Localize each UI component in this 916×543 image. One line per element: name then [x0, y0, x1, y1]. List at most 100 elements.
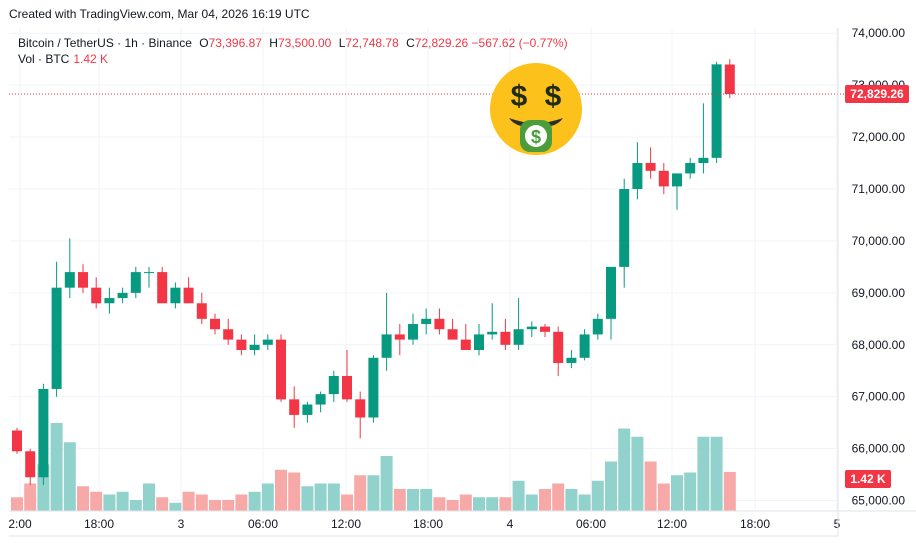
- chart-legend: Bitcoin / TetherUS · 1h · Binance O73,39…: [18, 35, 568, 67]
- candle-body: [236, 339, 247, 350]
- time-tick-label: 2:00: [8, 517, 32, 531]
- time-tick-label: 3: [178, 517, 185, 531]
- low-value: 72,748.78: [345, 36, 399, 50]
- candle-body: [315, 394, 326, 405]
- volume-bar: [235, 494, 248, 511]
- candle-body: [579, 334, 590, 358]
- volume-bar: [248, 491, 261, 511]
- volume-bar: [605, 461, 617, 511]
- volume-bar: [710, 436, 723, 511]
- candle-body: [553, 331, 564, 363]
- last-price-tag: [845, 84, 909, 103]
- price-tick-label: 72,000.00: [852, 130, 906, 144]
- volume-bar: [63, 442, 76, 511]
- candle-body: [724, 64, 735, 94]
- candles: [12, 59, 735, 486]
- candle-body: [421, 318, 432, 325]
- candle-body: [104, 298, 115, 304]
- volume-bar: [77, 486, 89, 511]
- volume-bar: [129, 500, 142, 511]
- volume-bar: [314, 483, 327, 511]
- candle-body: [262, 339, 273, 345]
- volume-bar: [143, 483, 155, 511]
- candle-body: [474, 334, 484, 350]
- candle-body: [183, 287, 194, 304]
- volume-bar: [697, 436, 710, 511]
- price-tick-label: 74,000.00: [852, 26, 906, 40]
- volume-bar: [499, 497, 512, 511]
- money-mouth-face-icon: $ $ $: [490, 63, 582, 155]
- volume-bar: [671, 475, 683, 511]
- time-tick-label: 12:00: [331, 517, 361, 531]
- candle-body: [381, 334, 392, 358]
- candle-body: [500, 331, 511, 345]
- price-tick-label: 67,000.00: [852, 390, 906, 404]
- volume-bar: [301, 486, 314, 511]
- price-tick-label: 69,000.00: [852, 286, 906, 300]
- candle-body: [223, 329, 234, 340]
- volume-bars: [11, 423, 736, 511]
- volume-bar: [446, 500, 459, 511]
- candle-body: [91, 287, 102, 304]
- candle-body: [711, 64, 722, 158]
- candle-body: [78, 272, 88, 288]
- volume-bar: [209, 500, 221, 511]
- candle-body: [526, 326, 537, 330]
- volume-bar: [169, 502, 182, 511]
- candle-body: [328, 375, 339, 395]
- volume-bar: [275, 469, 287, 511]
- time-tick-label: 18:00: [84, 517, 114, 531]
- volume-bar: [116, 491, 129, 511]
- open-label: O: [199, 36, 209, 50]
- volume-bar: [473, 497, 485, 511]
- candle-body: [51, 287, 62, 389]
- candle-body: [12, 430, 22, 452]
- candle-body: [645, 163, 656, 171]
- volume-bar: [50, 423, 63, 511]
- candle-body: [276, 339, 286, 400]
- time-tick-label: 4: [507, 517, 514, 531]
- volume-value: 1.42 K: [73, 52, 109, 66]
- time-tick-label: 5: [834, 517, 841, 531]
- volume-bar: [459, 494, 472, 511]
- volume-bar: [341, 494, 353, 511]
- candle-body: [144, 272, 154, 274]
- volume-bar: [182, 491, 195, 511]
- candle-body: [368, 357, 379, 418]
- candle-body: [672, 173, 682, 187]
- candle-body: [434, 318, 445, 330]
- candle-body: [289, 399, 300, 415]
- volume-bar: [644, 461, 657, 511]
- time-tick-label: 18:00: [740, 517, 770, 531]
- volume-tag: [845, 470, 891, 488]
- volume-bar: [657, 483, 670, 511]
- candle-body: [698, 157, 709, 164]
- volume-bar: [156, 497, 169, 511]
- candle-body: [25, 451, 36, 478]
- volume-bar: [631, 436, 644, 511]
- volume-label: Vol · BTC: [18, 52, 70, 66]
- candle-body: [592, 318, 603, 335]
- candle-body: [447, 329, 458, 340]
- candle-body: [487, 331, 498, 335]
- price-tick-label: 68,000.00: [852, 338, 906, 352]
- candle-body: [355, 399, 366, 418]
- open-value: 73,396.87: [208, 36, 262, 50]
- candle-body: [157, 272, 168, 304]
- volume-bar: [261, 483, 274, 511]
- close-value: 72,829.26: [414, 36, 469, 50]
- svg-text:$: $: [545, 80, 562, 113]
- candle-body: [130, 272, 141, 293]
- volume-bar: [393, 489, 406, 511]
- candle-body: [408, 324, 418, 340]
- volume-bar: [539, 489, 551, 511]
- volume-bar: [565, 489, 578, 511]
- low-label: L: [338, 36, 346, 50]
- volume-bar: [327, 483, 340, 511]
- volume-bar: [552, 483, 565, 511]
- candle-body: [117, 292, 128, 299]
- volume-bar: [407, 489, 419, 511]
- volume-bar: [723, 471, 736, 511]
- volume-bar: [354, 475, 367, 511]
